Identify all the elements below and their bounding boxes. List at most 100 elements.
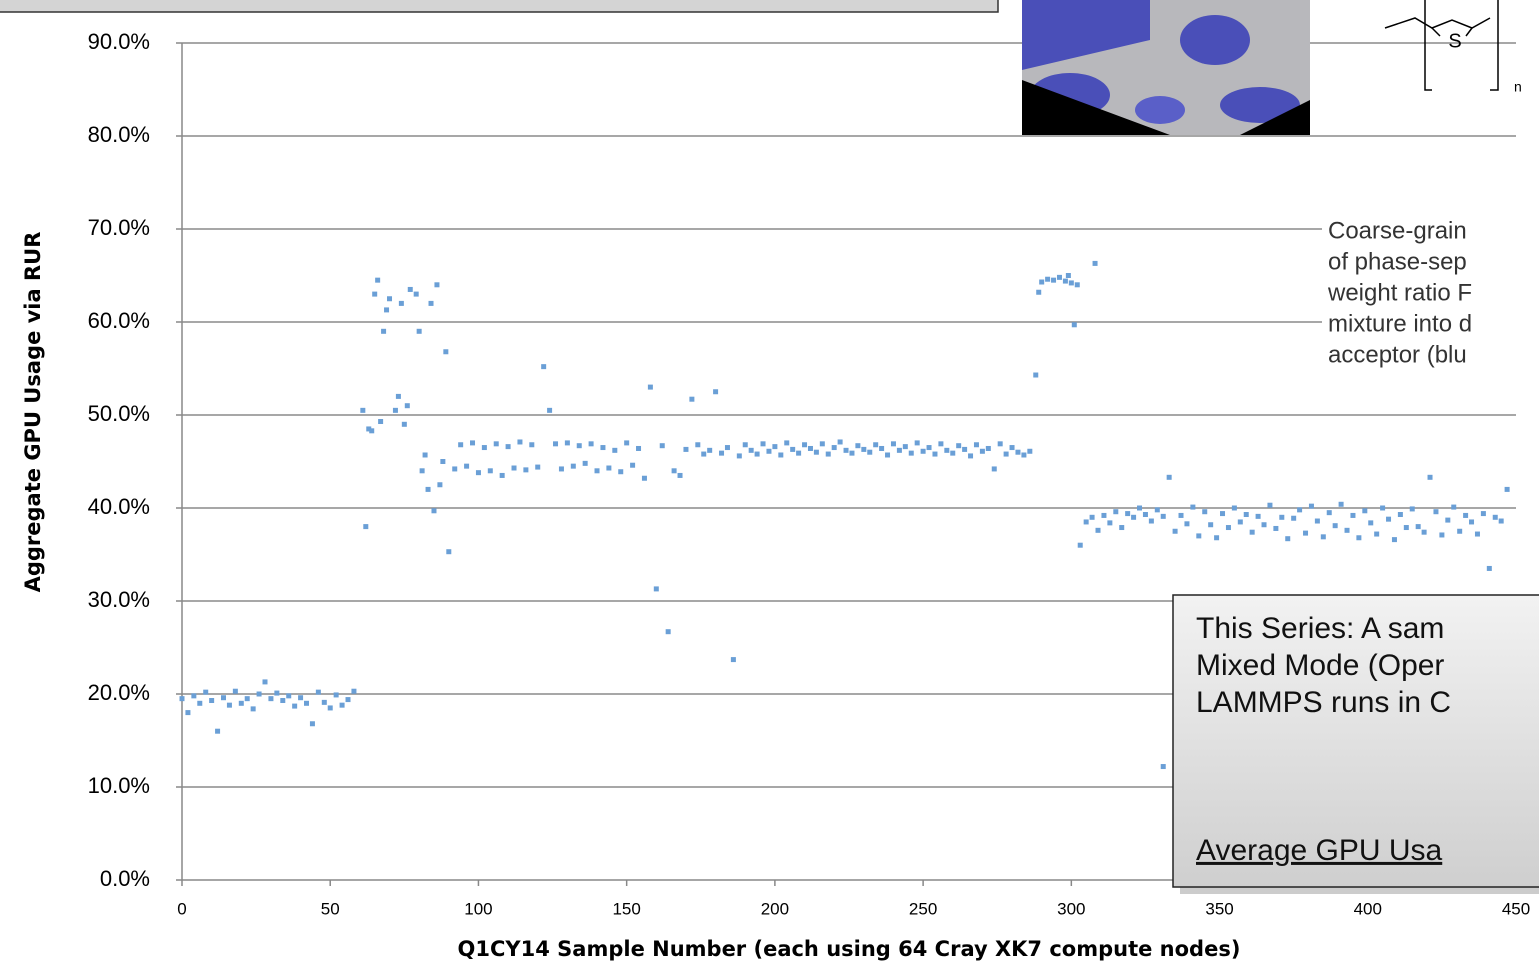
point [443, 349, 448, 354]
point [1167, 475, 1172, 480]
point [547, 408, 552, 413]
point [855, 443, 860, 448]
point [1297, 507, 1302, 512]
point [209, 698, 214, 703]
point [826, 452, 831, 457]
point [1493, 515, 1498, 520]
point [458, 442, 463, 447]
point [1256, 514, 1261, 519]
point [1262, 522, 1267, 527]
x-tick-label: 200 [761, 899, 789, 918]
point [1392, 537, 1397, 542]
point [1309, 504, 1314, 509]
point [1487, 566, 1492, 571]
page: S n Coarse-grainof phase-sepweight ratio… [0, 0, 1539, 967]
point [553, 441, 558, 446]
point [535, 465, 540, 470]
x-tick-label: 0 [177, 899, 186, 918]
point [624, 440, 629, 445]
point [1428, 475, 1433, 480]
point [612, 448, 617, 453]
point [1208, 522, 1213, 527]
caption-line: acceptor (blu [1328, 341, 1467, 368]
point [1131, 515, 1136, 520]
point [654, 586, 659, 591]
point [992, 466, 997, 471]
point [731, 657, 736, 662]
point [1238, 519, 1243, 524]
point [1499, 519, 1504, 524]
point [1173, 529, 1178, 534]
point [1039, 280, 1044, 285]
point [838, 439, 843, 444]
point [1232, 506, 1237, 511]
point [1439, 532, 1444, 537]
point [1190, 505, 1195, 510]
point [873, 442, 878, 447]
y-tick-label: 50.0% [88, 401, 150, 426]
point [431, 508, 436, 513]
point [1356, 535, 1361, 540]
point [191, 693, 196, 698]
point [749, 448, 754, 453]
point [470, 440, 475, 445]
point [589, 441, 594, 446]
point [1196, 533, 1201, 538]
point [660, 443, 665, 448]
point [678, 473, 683, 478]
point [944, 448, 949, 453]
point [197, 701, 202, 706]
point [482, 445, 487, 450]
point [867, 450, 872, 455]
point [372, 292, 377, 297]
point [1084, 519, 1089, 524]
point [1451, 505, 1456, 510]
point [1279, 515, 1284, 520]
x-tick-label: 150 [612, 899, 640, 918]
point [1143, 512, 1148, 517]
point [986, 446, 991, 451]
point [363, 524, 368, 529]
note-line: LAMMPS runs in C [1196, 686, 1451, 719]
point [980, 449, 985, 454]
point [360, 408, 365, 413]
point [417, 329, 422, 334]
point [1125, 511, 1130, 516]
point [1481, 511, 1486, 516]
point [512, 466, 517, 471]
point [399, 301, 404, 306]
point [784, 440, 789, 445]
point [1036, 290, 1041, 295]
point [1333, 523, 1338, 528]
point [1155, 507, 1160, 512]
point [1433, 509, 1438, 514]
point [1161, 514, 1166, 519]
point [796, 451, 801, 456]
point [423, 452, 428, 457]
morphology-image [1022, 0, 1310, 135]
point [393, 408, 398, 413]
point [932, 452, 937, 457]
point [1303, 531, 1308, 536]
point [820, 441, 825, 446]
point [1368, 520, 1373, 525]
point [648, 385, 653, 390]
point [429, 301, 434, 306]
point [559, 466, 564, 471]
chemical-structure [1385, 0, 1498, 90]
point [600, 445, 605, 450]
y-axis-label: Aggregate GPU Usage via RUR [21, 232, 45, 593]
point [701, 452, 706, 457]
point [316, 690, 321, 695]
point [1045, 277, 1050, 282]
note-emphasis: Average GPU Usa [1196, 834, 1443, 867]
point [381, 329, 386, 334]
note-line: Mixed Mode (Oper [1196, 649, 1444, 682]
point [998, 441, 1003, 446]
point [292, 704, 297, 709]
x-tick-label: 250 [909, 899, 937, 918]
point [1422, 530, 1427, 535]
point [286, 693, 291, 698]
point [298, 695, 303, 700]
